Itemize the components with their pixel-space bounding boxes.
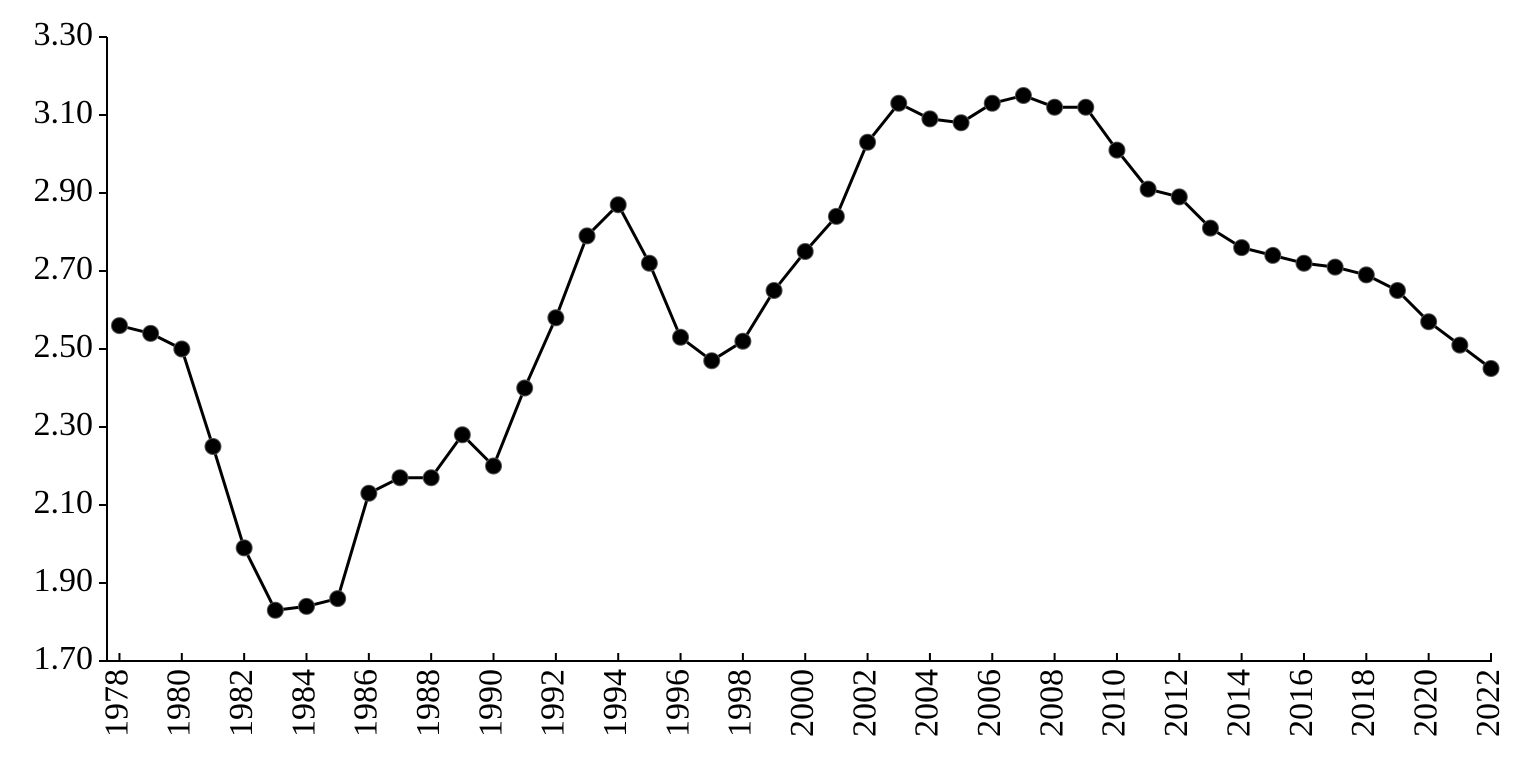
point	[640, 254, 658, 272]
y-tick-label: 3.10	[34, 94, 94, 131]
x-tick-label: 1996	[659, 669, 696, 737]
x-tick-label: 1998	[722, 669, 759, 737]
point	[672, 328, 690, 346]
point	[890, 94, 908, 112]
x-tick-label: 1988	[410, 669, 447, 737]
point	[1420, 313, 1438, 331]
x-tick-label: 1980	[161, 669, 198, 737]
x-tick-label: 2014	[1220, 669, 1257, 737]
point	[516, 379, 534, 397]
point	[1326, 258, 1344, 276]
x-tick-label: 2008	[1033, 669, 1070, 737]
point	[1357, 266, 1375, 284]
x-tick-label: 2000	[784, 669, 821, 737]
x-tick-label: 2004	[909, 669, 946, 737]
point	[827, 207, 845, 225]
y-tick-label: 1.70	[34, 640, 94, 677]
point	[485, 457, 503, 475]
point	[110, 317, 128, 335]
point	[1482, 360, 1500, 377]
x-tick-label: 2022	[1470, 669, 1507, 737]
point	[952, 114, 970, 132]
x-tick-label: 1984	[285, 669, 322, 737]
x-tick-label: 2020	[1407, 669, 1444, 737]
point	[1264, 246, 1282, 264]
line	[119, 94, 1492, 612]
x-tick-label: 2010	[1096, 669, 1133, 737]
point	[1170, 188, 1188, 206]
point	[329, 590, 347, 608]
y-tick-label: 2.70	[34, 250, 94, 287]
point	[1201, 219, 1219, 237]
point	[1139, 180, 1157, 198]
x-tick-label: 2012	[1158, 669, 1195, 737]
point	[142, 324, 160, 342]
point	[734, 332, 752, 350]
point	[1451, 336, 1469, 354]
point	[703, 352, 721, 370]
point	[173, 340, 191, 358]
y-tick-label: 2.50	[34, 328, 94, 365]
x-tick-label: 1978	[98, 669, 135, 737]
y-tick-label: 2.30	[34, 406, 94, 443]
x-tick-label: 1992	[535, 669, 572, 737]
point	[235, 539, 253, 557]
x-tick-label: 1994	[597, 669, 634, 737]
point	[204, 438, 222, 455]
point	[360, 484, 378, 502]
x-tick-label: 2002	[846, 669, 883, 737]
point	[297, 597, 315, 615]
y-tick-label: 2.10	[34, 484, 94, 521]
point	[1046, 98, 1064, 116]
x-tick-label: 1982	[223, 669, 260, 737]
point	[1388, 282, 1406, 299]
x-tick-label: 1990	[472, 669, 509, 737]
point	[1014, 87, 1032, 104]
point	[859, 133, 877, 151]
point	[1077, 98, 1095, 116]
point	[765, 282, 783, 299]
point	[1295, 254, 1313, 272]
point	[547, 309, 565, 327]
point	[609, 196, 627, 214]
y-tick-label: 3.30	[34, 16, 94, 53]
point	[391, 469, 409, 487]
x-tick-label: 2016	[1283, 669, 1320, 737]
point	[1233, 239, 1251, 257]
point	[796, 243, 814, 260]
y-tick-label: 2.90	[34, 172, 94, 209]
x-tick-label: 2018	[1345, 669, 1382, 737]
point	[1108, 141, 1126, 159]
point	[578, 227, 596, 245]
x-tick-label: 1986	[348, 669, 385, 737]
point	[453, 426, 471, 444]
point	[266, 601, 284, 619]
point	[422, 469, 440, 487]
point	[921, 110, 939, 128]
x-tick-label: 2006	[971, 669, 1008, 737]
y-tick-label: 1.90	[34, 562, 94, 599]
point	[983, 94, 1001, 112]
